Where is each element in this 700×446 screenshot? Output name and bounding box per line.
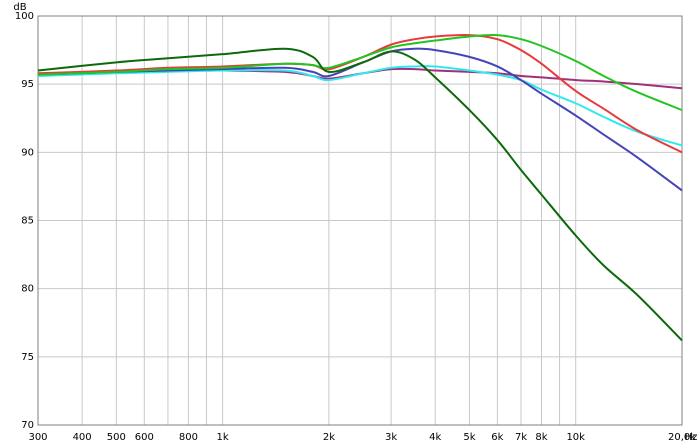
response-curve xyxy=(37,47,683,342)
y-tick-label: 80 xyxy=(21,284,34,295)
x-tick-label: 6k xyxy=(491,432,503,443)
x-tick-label: 600 xyxy=(135,432,154,443)
response-curve xyxy=(37,65,683,147)
x-tick-label: 3k xyxy=(385,432,397,443)
response-curve xyxy=(37,33,683,154)
y-tick-label: 100 xyxy=(15,11,34,22)
y-tick-label: 75 xyxy=(21,352,34,363)
x-tick-label: 800 xyxy=(179,432,198,443)
x-tick-label: 1k xyxy=(217,432,229,443)
y-tick-label: 95 xyxy=(21,79,34,90)
x-tick-label: 5k xyxy=(463,432,475,443)
x-axis-label: Hz xyxy=(685,432,698,443)
y-tick-label: 85 xyxy=(21,216,34,227)
x-tick-label: 300 xyxy=(28,432,47,443)
y-axis-label: dB xyxy=(13,2,26,13)
plot-frame xyxy=(37,15,683,426)
x-tick-label: 4k xyxy=(429,432,441,443)
x-tick-label: 10k xyxy=(566,432,585,443)
x-tick-label: 2k xyxy=(323,432,335,443)
x-tick-label: 500 xyxy=(107,432,126,443)
y-tick-label: 90 xyxy=(21,147,34,158)
response-curve xyxy=(37,47,683,192)
x-tick-label: 7k xyxy=(515,432,527,443)
x-tick-label: 8k xyxy=(535,432,547,443)
response-curve xyxy=(37,33,683,111)
x-tick-label: 20,0k xyxy=(668,432,696,443)
x-tick-label: 400 xyxy=(73,432,92,443)
y-tick-label: 70 xyxy=(21,420,34,431)
